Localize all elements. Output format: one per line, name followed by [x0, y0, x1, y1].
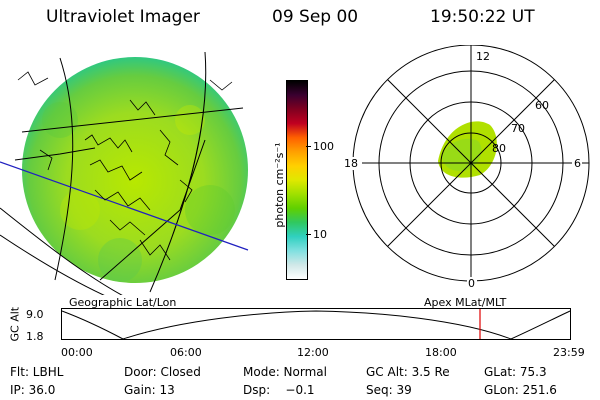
colorbar-tick-100: 100 [313, 140, 334, 153]
time-tick-1800: 18:00 [425, 346, 457, 359]
apex-title: Apex MLat/MLT [424, 296, 507, 309]
time-tick-1200: 12:00 [297, 346, 329, 359]
glat-info: GLat: 75.3 [484, 365, 547, 379]
altitude-curve [61, 310, 571, 340]
ip-info: IP: 36.0 [10, 383, 56, 397]
glon-info: GLon: 251.6 [484, 383, 557, 397]
lat-lon-grid [0, 51, 244, 295]
mlt-label-18: 18 [344, 157, 358, 170]
time-tick-2359: 23:59 [553, 346, 585, 359]
time-tick-0000: 00:00 [61, 346, 93, 359]
colorbar [286, 80, 308, 280]
altitude-tick-max: 9.0 [26, 308, 44, 321]
colorbar-tick-10: 10 [313, 228, 327, 241]
seq-info: Seq: 39 [366, 383, 412, 397]
app-title: Ultraviolet Imager [46, 7, 200, 27]
mlt-label-6: 6 [574, 157, 581, 170]
time-label: 19:50:22 UT [430, 7, 535, 27]
mode-info: Mode: Normal [243, 365, 327, 379]
filter-info: Flt: LBHL [10, 365, 64, 379]
terminator-line [0, 161, 249, 251]
colorbar-gradient [287, 81, 307, 279]
altitude-plot-frame [61, 308, 571, 340]
mlt-label-0: 0 [468, 277, 475, 290]
lat-label-60: 60 [535, 99, 549, 112]
door-info: Door: Closed [124, 365, 201, 379]
date-label: 09 Sep 00 [272, 7, 359, 27]
earth-image[interactable] [0, 40, 265, 295]
mlt-label-12: 12 [476, 50, 490, 63]
altitude-tick-min: 1.8 [26, 330, 44, 343]
altitude-axis-label: GC Alt [8, 306, 22, 342]
lat-label-80: 80 [492, 142, 506, 155]
polar-plot[interactable]: 12 18 6 0 60 70 80 [330, 45, 600, 295]
colorbar-label: photon cm⁻²s⁻¹ [273, 142, 286, 228]
colorbar-tick [306, 146, 311, 147]
coastlines [17, 71, 233, 261]
lat-label-70: 70 [511, 122, 525, 135]
gc-alt-info: GC Alt: 3.5 Re [366, 365, 450, 379]
polar-grid [352, 45, 590, 282]
time-tick-0600: 06:00 [170, 346, 202, 359]
gain-info: Gain: 13 [124, 383, 175, 397]
noise-texture [42, 102, 235, 282]
altitude-plot[interactable] [61, 308, 573, 341]
colorbar-tick [306, 234, 311, 235]
geographic-title: Geographic Lat/Lon [69, 296, 177, 309]
dsp-info: Dsp: −0.1 [243, 383, 315, 397]
